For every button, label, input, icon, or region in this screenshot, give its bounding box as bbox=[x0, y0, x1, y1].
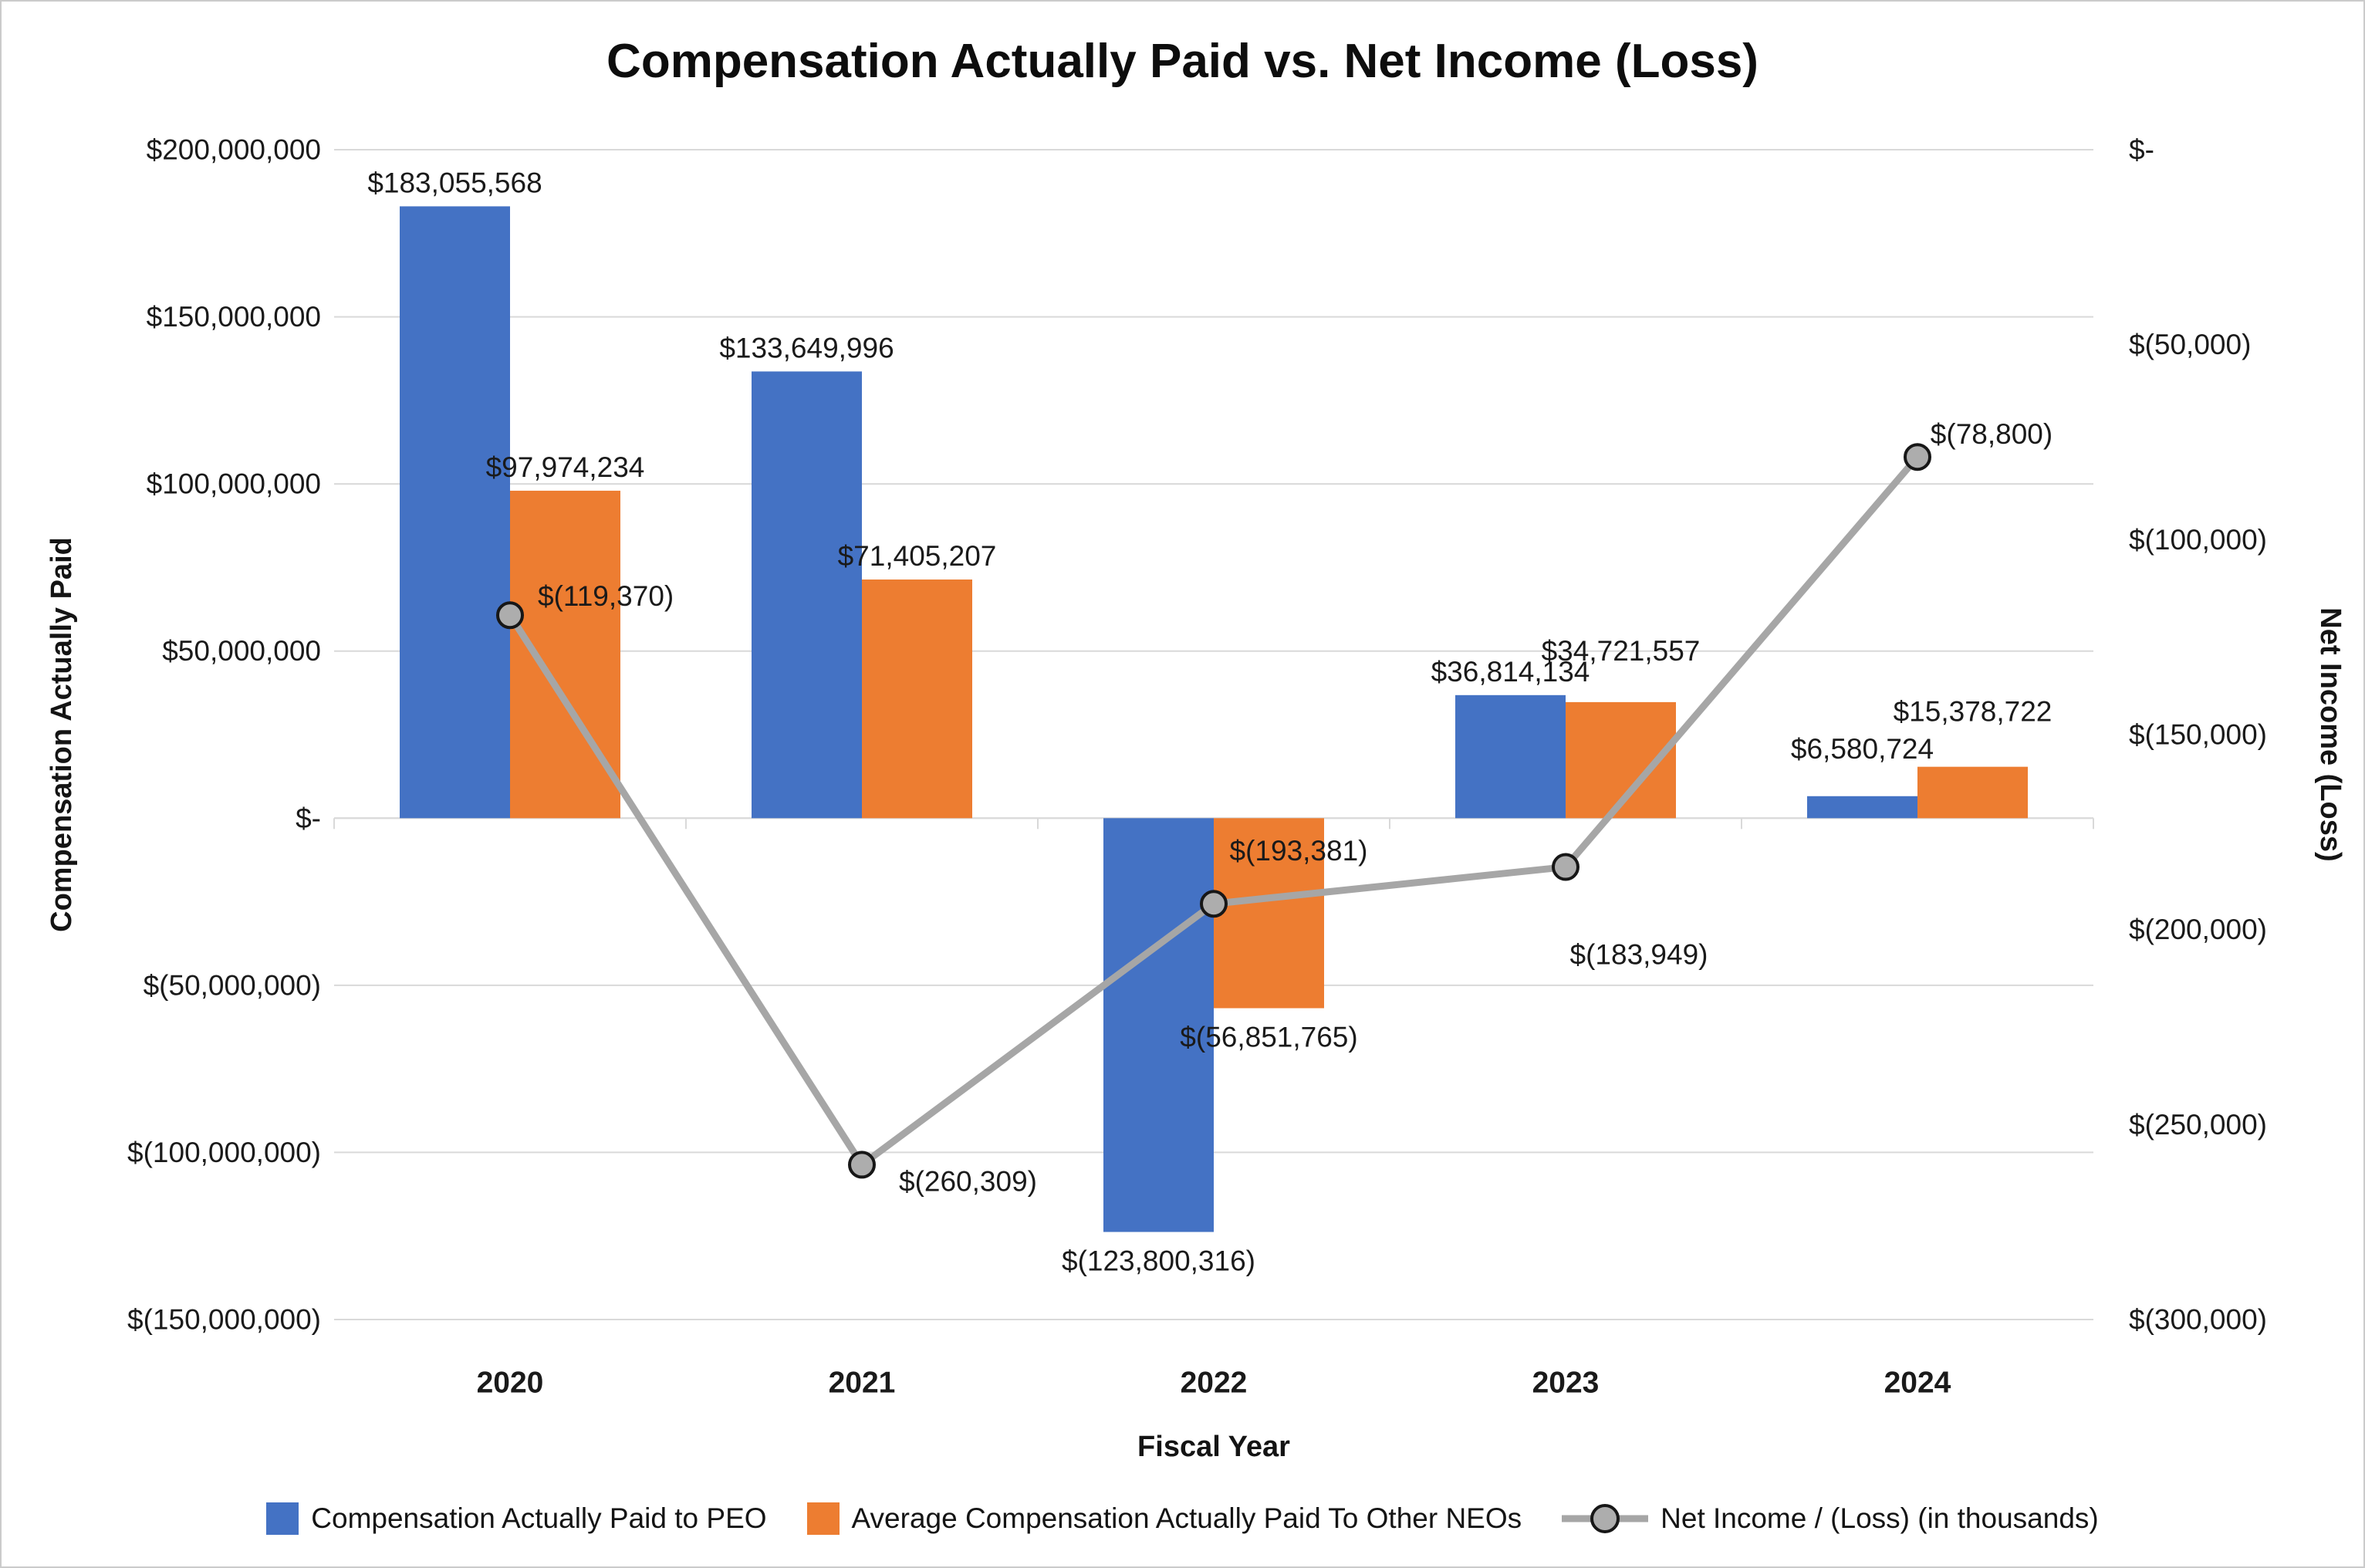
net-income-label-2024: $(78,800) bbox=[1931, 418, 2052, 450]
x-axis-title: Fiscal Year bbox=[1137, 1431, 1290, 1463]
peo-bar-2020 bbox=[400, 206, 510, 819]
chart-title: Compensation Actually Paid vs. Net Incom… bbox=[606, 35, 1759, 88]
category-label-2023: 2023 bbox=[1532, 1367, 1600, 1400]
left-axis-tick-label: $- bbox=[296, 803, 321, 834]
right-axis-tick-label: $(250,000) bbox=[2129, 1109, 2267, 1141]
legend-item-neo: Average Compensation Actually Paid To Ot… bbox=[806, 1502, 1522, 1535]
peo-bar-label-2021: $133,649,996 bbox=[719, 332, 894, 363]
left-axis-tick-label: $(100,000,000) bbox=[127, 1137, 321, 1168]
right-axis-tick-label: $(150,000) bbox=[2129, 719, 2267, 751]
net-income-label-2022: $(193,381) bbox=[1230, 835, 1368, 867]
legend-item-peo: Compensation Actually Paid to PEO bbox=[266, 1502, 767, 1535]
peo-bar-label-2022: $(123,800,316) bbox=[1062, 1245, 1255, 1277]
neo-bar-label-2020: $97,974,234 bbox=[486, 451, 645, 483]
net-income-marker-2020 bbox=[496, 601, 524, 630]
right-axis-tick-label: $- bbox=[2129, 134, 2154, 166]
net-income-label-2021: $(260,309) bbox=[899, 1165, 1037, 1197]
peo-bar-2021 bbox=[752, 371, 862, 819]
neo-bar-label-2022: $(56,851,765) bbox=[1180, 1022, 1357, 1053]
legend-label-peo: Compensation Actually Paid to PEO bbox=[311, 1502, 767, 1534]
neo-bar-label-2024: $15,378,722 bbox=[1894, 696, 2052, 728]
right-axis-tick-label: $(200,000) bbox=[2129, 914, 2267, 945]
category-label-2022: 2022 bbox=[1181, 1367, 1248, 1400]
neo-series-swatch bbox=[806, 1502, 840, 1535]
neo-bar-2022 bbox=[1214, 818, 1324, 1009]
legend: Compensation Actually Paid to PEO Averag… bbox=[2, 1502, 2363, 1536]
left-axis-tick-label: $200,000,000 bbox=[147, 134, 321, 166]
left-axis-tick-label: $(150,000,000) bbox=[127, 1304, 321, 1336]
peo-bar-label-2023: $36,814,134 bbox=[1431, 656, 1590, 688]
left-axis-title: Compensation Actually Paid bbox=[46, 537, 78, 932]
net-income-label-2020: $(119,370) bbox=[538, 580, 674, 612]
neo-bar-2024 bbox=[1917, 766, 2028, 819]
neo-bar-label-2021: $71,405,207 bbox=[838, 540, 997, 572]
peo-series-swatch bbox=[266, 1502, 299, 1535]
category-label-2024: 2024 bbox=[1884, 1367, 1951, 1400]
right-axis-tick-label: $(100,000) bbox=[2129, 524, 2267, 556]
net-income-label-2023: $(183,949) bbox=[1570, 939, 1708, 971]
legend-item-net-income: Net Income / (Loss) (in thousands) bbox=[1562, 1502, 2099, 1536]
neo-bar-label-2023: $34,721,557 bbox=[1542, 635, 1701, 667]
category-label-2021: 2021 bbox=[829, 1367, 896, 1400]
net-income-line-sample bbox=[1562, 1504, 1649, 1533]
net-income-marker-2022 bbox=[1200, 890, 1228, 918]
peo-bar-2023 bbox=[1455, 694, 1566, 819]
legend-label-neo: Average Compensation Actually Paid To Ot… bbox=[851, 1502, 1522, 1534]
peo-bar-label-2024: $6,580,724 bbox=[1791, 733, 1934, 765]
peo-bar-label-2020: $183,055,568 bbox=[367, 167, 542, 198]
left-axis-tick-label: $150,000,000 bbox=[147, 301, 321, 333]
left-axis-tick-label: $100,000,000 bbox=[147, 468, 321, 500]
left-axis-tick-label: $(50,000,000) bbox=[144, 969, 321, 1001]
left-axis-tick-label: $50,000,000 bbox=[162, 635, 321, 667]
line-marker-circle-icon bbox=[1590, 1504, 1620, 1533]
net-income-marker-2021 bbox=[848, 1151, 876, 1179]
net-income-marker-2023 bbox=[1552, 853, 1579, 881]
right-axis-tick-label: $(300,000) bbox=[2129, 1304, 2267, 1336]
legend-label-net-income: Net Income / (Loss) (in thousands) bbox=[1661, 1502, 2099, 1534]
net-income-marker-2024 bbox=[1904, 443, 1931, 471]
right-axis-title: Net Income (Loss) bbox=[2314, 607, 2346, 862]
peo-bar-2024 bbox=[1807, 796, 1917, 819]
neo-bar-2021 bbox=[862, 579, 972, 819]
neo-bar-2020 bbox=[510, 490, 620, 819]
right-axis-tick-label: $(50,000) bbox=[2129, 329, 2251, 360]
category-label-2020: 2020 bbox=[477, 1367, 544, 1400]
peo-bar-2022 bbox=[1103, 818, 1214, 1232]
